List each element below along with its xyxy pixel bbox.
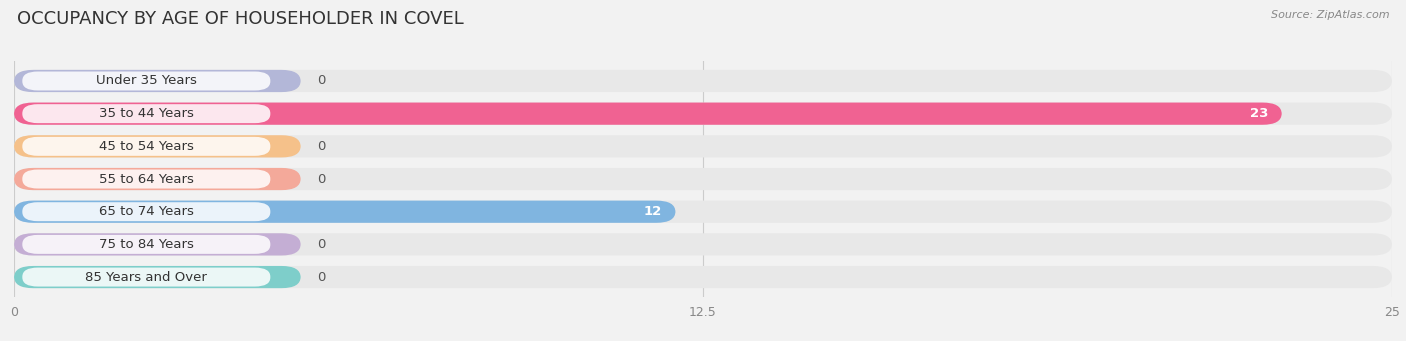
FancyBboxPatch shape	[22, 235, 270, 254]
Text: 75 to 84 Years: 75 to 84 Years	[98, 238, 194, 251]
FancyBboxPatch shape	[14, 233, 1392, 255]
FancyBboxPatch shape	[22, 137, 270, 156]
FancyBboxPatch shape	[14, 103, 1392, 125]
Text: 0: 0	[318, 238, 326, 251]
FancyBboxPatch shape	[14, 135, 1392, 158]
Text: 55 to 64 Years: 55 to 64 Years	[98, 173, 194, 186]
Text: 0: 0	[318, 270, 326, 284]
Text: Source: ZipAtlas.com: Source: ZipAtlas.com	[1271, 10, 1389, 20]
FancyBboxPatch shape	[14, 168, 301, 190]
FancyBboxPatch shape	[14, 103, 1282, 125]
FancyBboxPatch shape	[22, 202, 270, 221]
FancyBboxPatch shape	[22, 169, 270, 189]
FancyBboxPatch shape	[14, 168, 1392, 190]
FancyBboxPatch shape	[14, 201, 675, 223]
Text: 35 to 44 Years: 35 to 44 Years	[98, 107, 194, 120]
FancyBboxPatch shape	[22, 104, 270, 123]
Text: 0: 0	[318, 74, 326, 88]
FancyBboxPatch shape	[14, 70, 301, 92]
FancyBboxPatch shape	[14, 266, 301, 288]
Text: 85 Years and Over: 85 Years and Over	[86, 270, 207, 284]
FancyBboxPatch shape	[22, 268, 270, 286]
FancyBboxPatch shape	[14, 266, 1392, 288]
Text: 12: 12	[644, 205, 662, 218]
Text: Under 35 Years: Under 35 Years	[96, 74, 197, 88]
Text: 0: 0	[318, 140, 326, 153]
FancyBboxPatch shape	[14, 70, 1392, 92]
Text: 0: 0	[318, 173, 326, 186]
Text: OCCUPANCY BY AGE OF HOUSEHOLDER IN COVEL: OCCUPANCY BY AGE OF HOUSEHOLDER IN COVEL	[17, 10, 464, 28]
Text: 65 to 74 Years: 65 to 74 Years	[98, 205, 194, 218]
FancyBboxPatch shape	[14, 135, 301, 158]
Text: 23: 23	[1250, 107, 1268, 120]
FancyBboxPatch shape	[22, 72, 270, 90]
Text: 45 to 54 Years: 45 to 54 Years	[98, 140, 194, 153]
FancyBboxPatch shape	[14, 201, 1392, 223]
FancyBboxPatch shape	[14, 233, 301, 255]
